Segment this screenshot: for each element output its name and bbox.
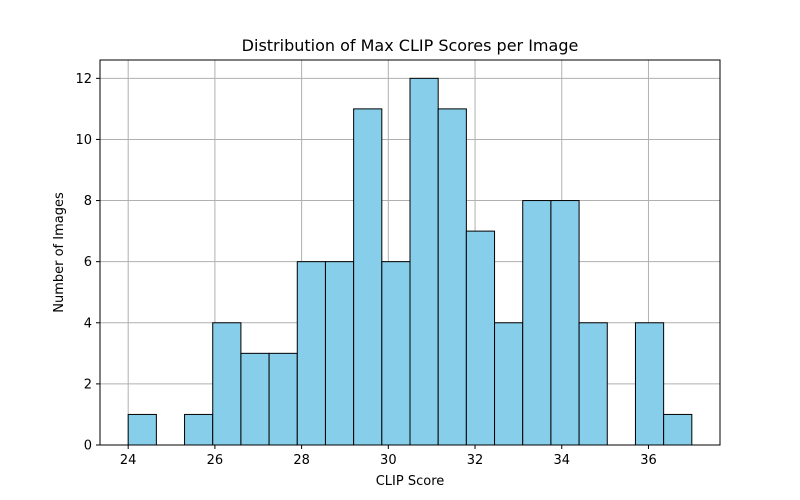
x-tick-label: 26 <box>207 453 224 468</box>
chart-title: Distribution of Max CLIP Scores per Imag… <box>242 36 579 55</box>
histogram-bar <box>437 108 467 446</box>
histogram-bar <box>184 413 214 446</box>
x-tick-label: 24 <box>120 453 137 468</box>
y-tick-label: 0 <box>84 439 92 454</box>
x-tick-label: 30 <box>380 453 397 468</box>
y-tick-label: 10 <box>75 133 92 148</box>
y-tick-label: 8 <box>84 194 92 209</box>
x-axis-label: CLIP Score <box>376 474 445 489</box>
histogram-bars <box>127 77 693 446</box>
histogram-bar <box>296 261 326 446</box>
histogram-bar <box>522 200 552 446</box>
y-axis-ticks: 0 2 4 6 8 10 12 <box>75 72 100 454</box>
histogram-bar <box>465 230 496 446</box>
x-tick-label: 28 <box>293 453 310 468</box>
histogram-bar <box>578 322 608 446</box>
histogram-bar <box>127 413 157 446</box>
x-axis-ticks: 24 26 28 30 32 34 36 <box>120 445 657 468</box>
x-tick-label: 34 <box>553 453 570 468</box>
histogram-bar <box>381 261 411 446</box>
x-tick-label: 32 <box>467 453 484 468</box>
histogram-bar <box>353 108 383 446</box>
histogram-bar <box>240 352 270 446</box>
histogram-bar <box>268 352 298 446</box>
y-axis-label: Number of Images <box>52 192 67 313</box>
y-tick-label: 2 <box>84 377 92 392</box>
y-tick-label: 4 <box>84 316 92 331</box>
histogram-bar <box>324 261 355 446</box>
plot-area-frame <box>99 59 721 446</box>
histogram-bar <box>409 77 439 446</box>
histogram-bar <box>212 322 242 446</box>
x-tick-label: 36 <box>640 453 657 468</box>
histogram-bar <box>494 322 524 446</box>
histogram-bar <box>634 322 665 446</box>
y-tick-label: 12 <box>75 72 92 87</box>
histogram-bar <box>663 413 693 446</box>
histogram-bar <box>550 200 580 446</box>
y-tick-label: 6 <box>84 255 92 270</box>
